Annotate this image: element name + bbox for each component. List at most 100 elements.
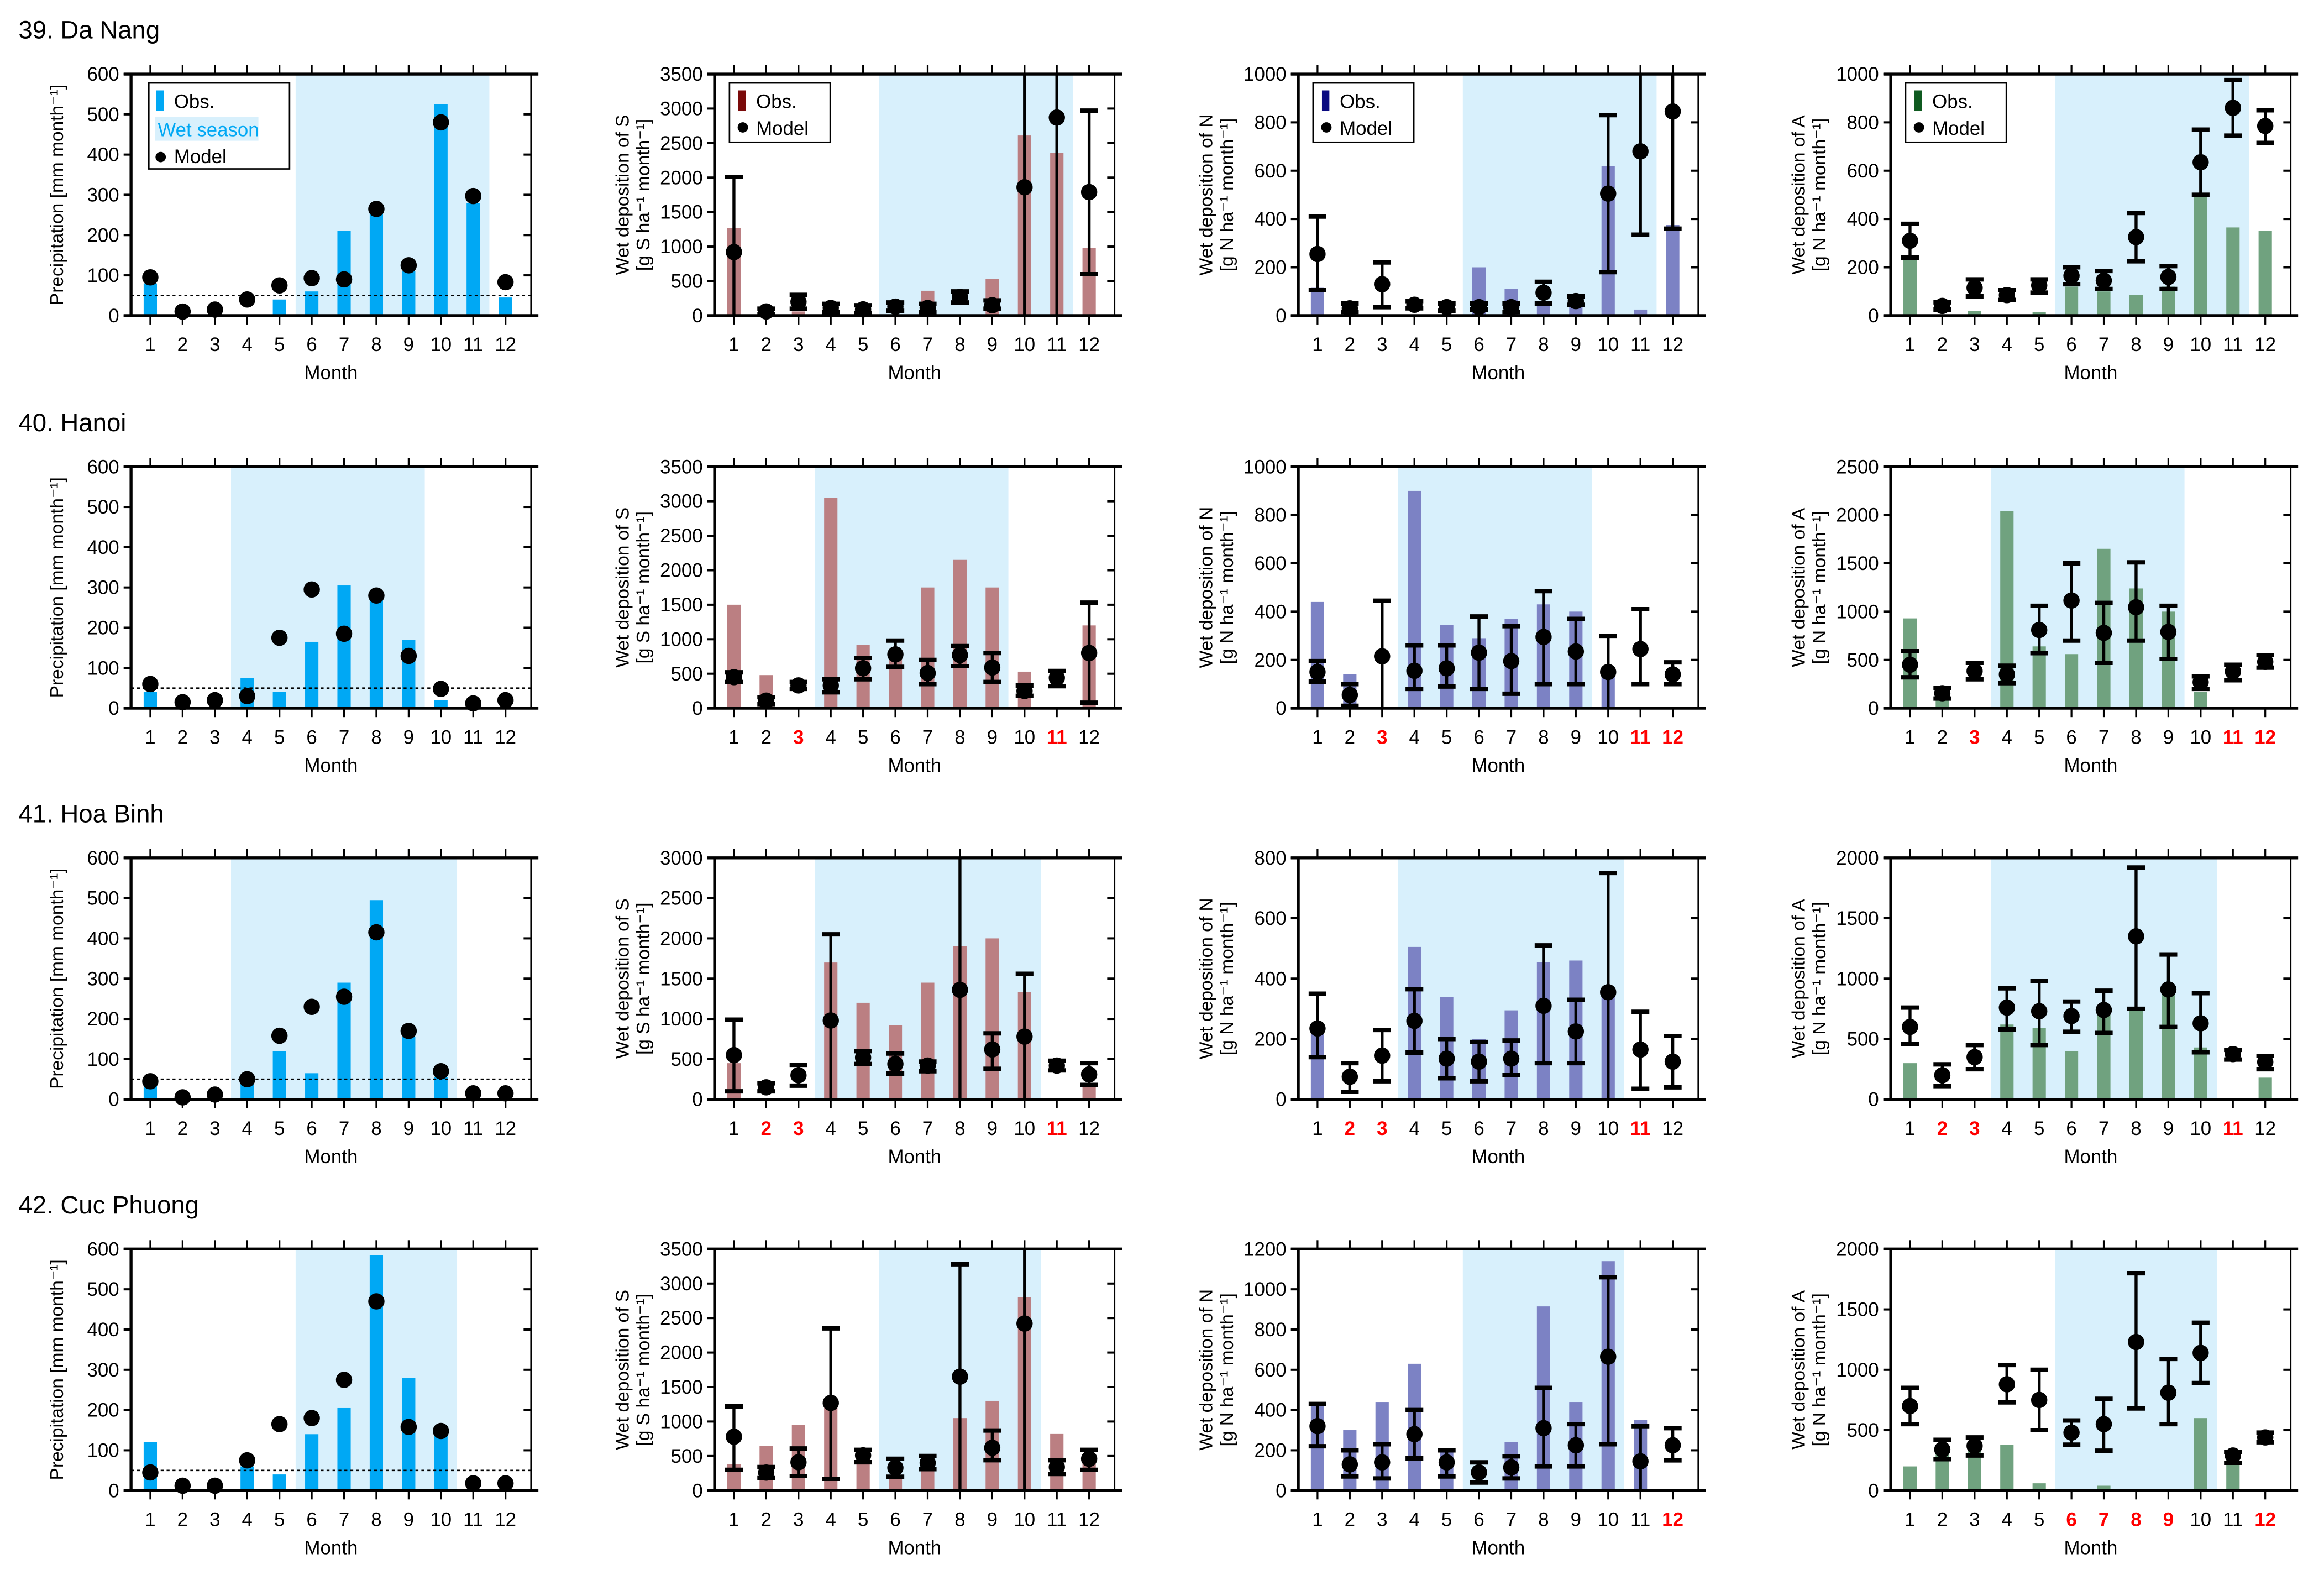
y-tick-label: 500: [87, 496, 119, 518]
model-point: [1048, 1057, 1065, 1074]
x-tick-label: 11: [2223, 1509, 2243, 1531]
x-axis-label: Month: [305, 1537, 358, 1558]
model-point: [1309, 245, 1326, 263]
x-tick-label: 3: [209, 1118, 220, 1139]
obs-bar: [369, 213, 384, 316]
y-tick-label: 1500: [660, 1377, 702, 1398]
obs-bar: [369, 1255, 384, 1491]
model-point: [1374, 276, 1391, 292]
x-tick-label: 1: [1312, 1118, 1323, 1139]
x-tick-label: 6: [306, 334, 317, 355]
model-point: [174, 1089, 191, 1106]
x-tick-label: 3: [1377, 1509, 1387, 1531]
x-tick-label: 8: [1538, 1509, 1549, 1531]
x-tick-label: 3: [1969, 726, 1980, 748]
model-point: [952, 289, 968, 305]
legend: Obs. Model: [728, 82, 831, 143]
obs-bar: [2129, 295, 2143, 316]
y-tick-label: 0: [692, 698, 702, 719]
y-tick-label: 100: [87, 1440, 119, 1461]
y-tick-label: 400: [1847, 208, 1879, 230]
x-tick-label: 2: [177, 1509, 188, 1531]
model-point: [1341, 687, 1358, 703]
x-tick-label: 6: [890, 1509, 900, 1531]
model-point: [1438, 1454, 1455, 1471]
x-tick-label: 2: [1345, 1118, 1355, 1139]
y-axis-label: [g N ha⁻¹ month⁻¹]: [1217, 1293, 1237, 1446]
model-point: [1600, 185, 1617, 202]
model-point: [239, 688, 255, 705]
x-tick-label: 2: [177, 1118, 188, 1139]
x-tick-label: 9: [987, 334, 998, 355]
model-point: [142, 1073, 159, 1090]
model-point: [400, 257, 417, 274]
y-tick-label: 1500: [660, 968, 702, 990]
x-tick-label: 12: [1078, 1509, 1100, 1531]
x-tick-label: 8: [954, 726, 965, 748]
x-tick-label: 6: [2066, 726, 2076, 748]
x-tick-label: 9: [2163, 1509, 2174, 1531]
x-tick-label: 6: [2066, 334, 2076, 355]
x-tick-label: 4: [2002, 726, 2012, 748]
x-tick-label: 6: [1473, 1118, 1484, 1139]
x-tick-label: 5: [2034, 334, 2044, 355]
y-axis-label: [g N ha⁻¹ month⁻¹]: [1809, 902, 1830, 1055]
x-tick-label: 3: [1969, 334, 1980, 355]
y-tick-label: 500: [87, 104, 119, 125]
model-point: [1632, 1041, 1649, 1058]
model-point: [271, 629, 288, 646]
wet-season-band: [2055, 74, 2249, 316]
x-tick-label: 1: [1905, 726, 1915, 748]
model-point: [790, 1067, 807, 1084]
model-point: [1374, 1047, 1391, 1064]
x-tick-label: 8: [371, 726, 381, 748]
x-tick-label: 12: [495, 334, 516, 355]
x-tick-label: 12: [2254, 1509, 2276, 1531]
x-tick-label: 12: [1662, 1118, 1683, 1139]
y-tick-label: 1200: [1244, 1238, 1286, 1260]
y-axis-label: [g S ha⁻¹ month⁻¹]: [633, 511, 654, 664]
x-tick-label: 7: [2099, 1118, 2109, 1139]
model-point: [1503, 653, 1520, 669]
x-tick-label: 11: [1047, 334, 1067, 355]
model-point: [2257, 118, 2274, 134]
model-point: [854, 1447, 872, 1464]
y-axis-label: [g S ha⁻¹ month⁻¹]: [633, 902, 654, 1055]
model-point: [854, 1049, 872, 1066]
y-tick-label: 600: [1255, 1359, 1287, 1381]
obs-bar: [921, 587, 935, 709]
obs-bar: [1310, 601, 1324, 709]
y-tick-label: 500: [1847, 1029, 1879, 1050]
x-tick-label: 9: [1571, 1118, 1581, 1139]
obs-bar: [499, 297, 512, 316]
y-tick-label: 2000: [660, 167, 702, 189]
model-point: [2192, 1015, 2209, 1032]
wet-season-band: [231, 467, 425, 709]
x-axis-label: Month: [1471, 1146, 1525, 1168]
x-tick-label: 1: [1905, 1509, 1915, 1531]
model-point: [1016, 683, 1033, 699]
model-point: [1902, 1398, 1918, 1415]
x-tick-label: 3: [1969, 1509, 1980, 1531]
model-point: [2160, 981, 2177, 998]
model-point: [1016, 1028, 1033, 1045]
obs-bar: [1968, 311, 1981, 316]
y-tick-label: 800: [1847, 112, 1879, 133]
model-point: [1406, 1426, 1423, 1443]
model-point: [1471, 299, 1487, 316]
obs-bar: [1536, 305, 1550, 316]
model-point: [1048, 1459, 1065, 1475]
y-axis-label: Precipitation [mm month⁻¹]: [47, 477, 67, 698]
y-tick-label: 200: [87, 618, 119, 639]
model-point: [1438, 1050, 1455, 1067]
x-tick-label: 1: [728, 1118, 739, 1139]
x-tick-label: 1: [1905, 1118, 1915, 1139]
row-title: 42. Cuc Phuong: [18, 1191, 199, 1219]
obs-bar: [2097, 291, 2111, 316]
x-tick-label: 12: [1078, 726, 1100, 748]
model-point: [1341, 1068, 1358, 1085]
y-tick-label: 0: [108, 1089, 119, 1111]
x-tick-label: 10: [1014, 1509, 1035, 1531]
model-point: [1471, 1464, 1487, 1481]
